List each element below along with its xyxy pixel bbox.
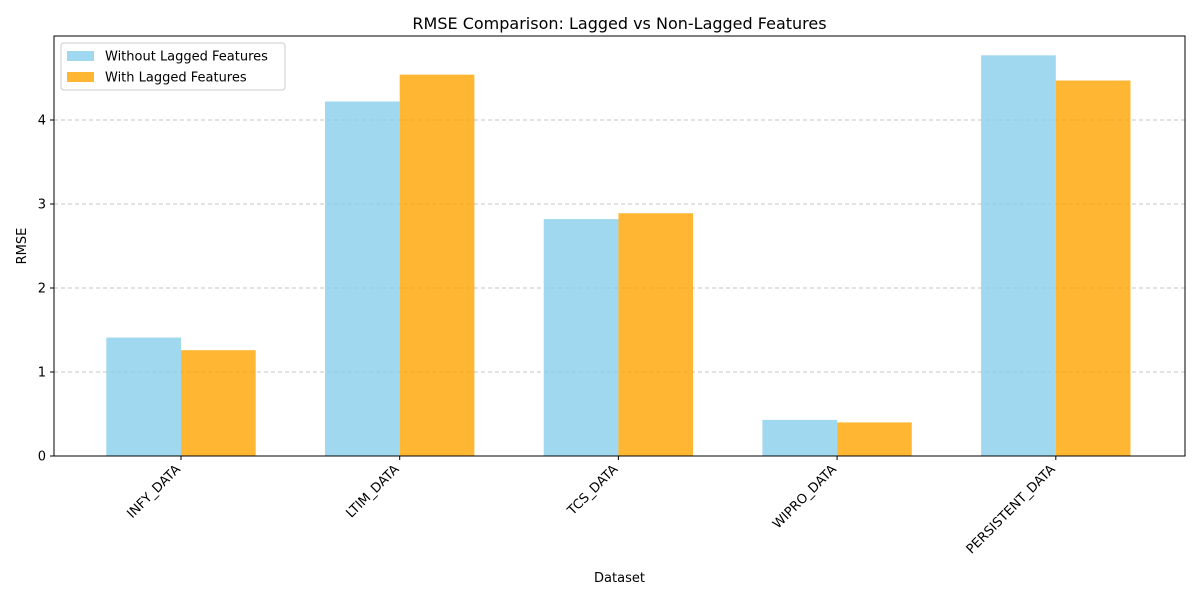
bar-without-lagged-tcs-data <box>543 219 619 456</box>
bar-with-lagged-ltim-data <box>399 74 475 456</box>
y-tick-label: 3 <box>38 198 46 213</box>
y-axis: 0 1 2 3 4 <box>38 114 54 465</box>
bar-with-lagged-infy-data <box>181 350 256 456</box>
bars-layer <box>106 55 1131 457</box>
chart-title: RMSE Comparison: Lagged vs Non-Lagged Fe… <box>412 14 826 33</box>
legend-swatch <box>67 72 94 82</box>
bar-without-lagged-persistent-data <box>981 55 1056 456</box>
x-axis: INFY_DATA LTIM_DATA TCS_DATA WIPRO_DATA PERS… <box>124 456 1059 557</box>
bar-without-lagged-wipro-data <box>762 419 838 456</box>
y-tick-label: 2 <box>38 282 46 297</box>
y-tick-label: 0 <box>38 450 46 465</box>
bar-without-lagged-infy-data <box>106 337 181 456</box>
legend-label: Without Lagged Features <box>105 50 268 65</box>
y-tick-label: 1 <box>38 366 46 381</box>
legend: Without Lagged Features With Lagged Featu… <box>60 42 286 91</box>
plot-frame <box>53 35 1186 457</box>
bar-with-lagged-persistent-data <box>1055 80 1131 457</box>
x-tick-label: WIPRO_DATA <box>770 462 840 532</box>
x-tick-label: TCS_DATA <box>564 462 621 519</box>
legend-swatch <box>67 51 94 61</box>
x-tick-label: LTIM_DATA <box>344 462 403 521</box>
x-tick-label: PERSISTENT_DATA <box>964 462 1059 557</box>
y-tick-label: 4 <box>38 114 46 129</box>
legend-box <box>60 42 286 91</box>
y-axis-label: RMSE <box>15 228 30 265</box>
x-tick-label: INFY_DATA <box>124 462 183 521</box>
legend-label: With Lagged Features <box>105 71 247 86</box>
bar-with-lagged-tcs-data <box>618 213 694 456</box>
x-axis-label: Dataset <box>594 571 645 586</box>
bar-with-lagged-wipro-data <box>837 422 912 456</box>
bar-without-lagged-ltim-data <box>325 101 400 457</box>
